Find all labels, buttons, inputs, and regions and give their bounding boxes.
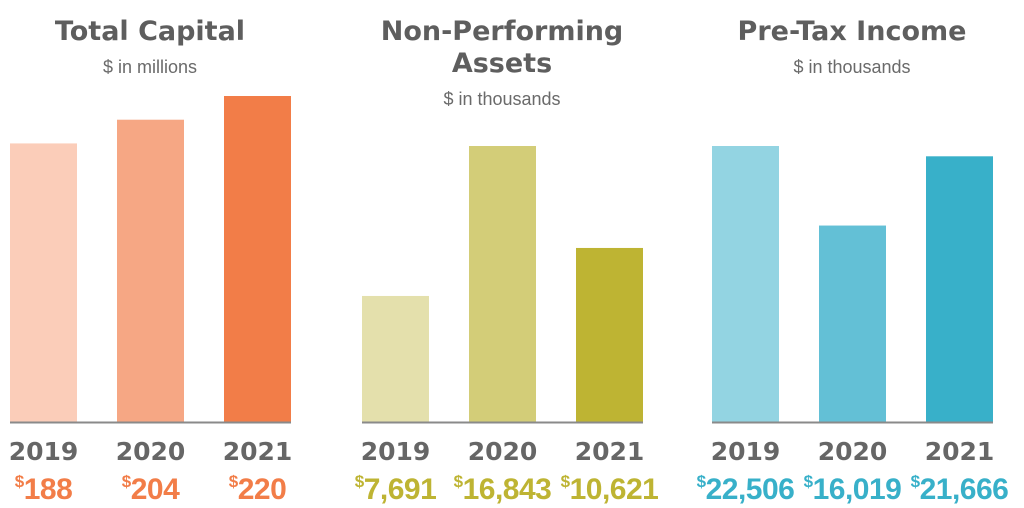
value-text: 220 (238, 473, 287, 506)
value-text: 204 (131, 473, 180, 506)
x-tick-label: 2019 (9, 437, 79, 466)
currency-symbol: $ (697, 472, 707, 491)
currency-symbol: $ (561, 472, 571, 491)
currency-symbol: $ (15, 472, 25, 491)
data-label: $10,621 (561, 472, 659, 506)
data-label: $7,691 (355, 472, 437, 506)
currency-symbol: $ (454, 472, 464, 491)
x-tick-label: 2020 (468, 437, 538, 466)
bar-2021 (926, 156, 993, 422)
chart-subtitle: $ in thousands (793, 57, 910, 77)
bar-2021 (576, 247, 643, 422)
data-label: $21,666 (911, 472, 1009, 506)
chart-panel-1: Total Capital $ in millions 2019 $188 2020 $2… (9, 16, 293, 506)
value-text: 7,691 (364, 473, 437, 506)
data-label: $188 (15, 472, 73, 506)
chart-title: Non-Performing (381, 16, 624, 47)
value-text: 10,621 (570, 473, 659, 506)
bar-2020 (819, 225, 886, 422)
value-text: 16,843 (463, 473, 552, 506)
chart-subtitle: $ in thousands (443, 89, 560, 109)
chart-title: Pre-Tax Income (738, 16, 967, 47)
data-label: $16,019 (804, 472, 902, 506)
currency-symbol: $ (229, 472, 239, 491)
bar-2019 (362, 295, 429, 422)
currency-symbol: $ (355, 472, 365, 491)
currency-symbol: $ (804, 472, 814, 491)
chart-subtitle: $ in millions (103, 57, 197, 77)
value-text: 21,666 (920, 473, 1009, 506)
bar-2021 (224, 96, 291, 422)
data-label: $204 (122, 472, 180, 506)
x-tick-label: 2021 (925, 437, 995, 466)
x-tick-label: 2021 (575, 437, 645, 466)
bar-2020 (469, 146, 536, 422)
currency-symbol: $ (122, 472, 132, 491)
bar-2019 (10, 143, 77, 422)
chart-panel-3: Pre-Tax Income$ in thousands2019$22,5062… (697, 16, 1009, 506)
chart-title: Total Capital (55, 16, 245, 47)
x-tick-label: 2020 (116, 437, 186, 466)
value-text: 22,506 (706, 473, 795, 506)
bar-2020 (117, 119, 184, 422)
value-text: 16,019 (813, 473, 902, 506)
value-text: 188 (24, 473, 73, 506)
chart-title: Assets (452, 48, 552, 79)
currency-symbol: $ (911, 472, 921, 491)
x-tick-label: 2020 (818, 437, 888, 466)
data-label: $220 (229, 472, 287, 506)
x-tick-label: 2021 (223, 437, 293, 466)
bar-2019 (712, 146, 779, 422)
data-label: $22,506 (697, 472, 795, 506)
data-label: $16,843 (454, 472, 552, 506)
x-tick-label: 2019 (361, 437, 431, 466)
x-tick-label: 2019 (711, 437, 781, 466)
